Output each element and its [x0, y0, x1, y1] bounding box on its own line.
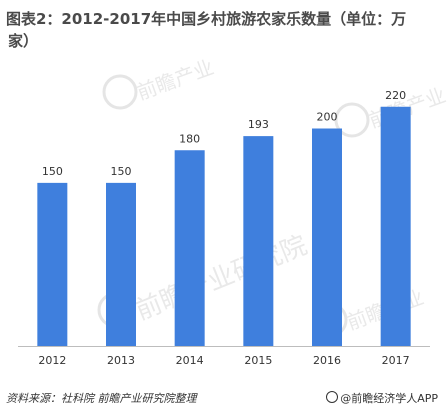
- x-tick-2013: 2013: [107, 354, 135, 367]
- data-label-2013: 150: [111, 165, 132, 178]
- x-tick-2016: 2016: [313, 354, 341, 367]
- bar-2016: [312, 128, 342, 346]
- watermark-text: 前瞻产业研究院: [131, 230, 311, 326]
- data-label-2012: 150: [42, 165, 63, 178]
- chart-title: 图表2：2012-2017年中国乡村旅游农家乐数量（单位：万 家）: [6, 8, 442, 52]
- footer: 资料来源：社科院 前瞻产业研究院整理 @前瞻经济学人APP: [6, 390, 442, 408]
- bar-2014: [174, 150, 205, 346]
- bar-series: [37, 106, 411, 346]
- bar-2012: [37, 182, 68, 346]
- chart-title-line-2: 家）: [8, 32, 39, 50]
- source-note: 资料来源：社科院 前瞻产业研究院整理: [6, 392, 197, 405]
- x-tick-2015: 2015: [244, 354, 272, 367]
- data-label-2017: 220: [385, 89, 406, 102]
- chart-title-line-1: 图表2：2012-2017年中国乡村旅游农家乐数量（单位：万: [6, 10, 407, 28]
- data-label-2016: 200: [317, 111, 338, 124]
- footer-credit-text: @前瞻经济学人APP: [340, 392, 438, 405]
- data-label-2014: 180: [179, 132, 200, 145]
- bar-2013: [106, 182, 136, 346]
- x-tick-2014: 2014: [176, 354, 204, 367]
- x-tick-2017: 2017: [382, 354, 410, 367]
- x-tick-labels: 2012 2013 2014 2015 2016 2017: [38, 354, 409, 367]
- bar-2015: [243, 136, 274, 346]
- brand-logo-icon: [326, 391, 339, 403]
- bar-2017: [380, 106, 411, 346]
- value-labels: 150 150 180 193 200 220: [42, 89, 406, 178]
- watermark-text: 前瞻产业: [134, 55, 217, 105]
- data-label-2015: 193: [248, 118, 269, 131]
- footer-credit: @前瞻经济学人APP: [326, 390, 438, 406]
- x-tick-2012: 2012: [38, 354, 66, 367]
